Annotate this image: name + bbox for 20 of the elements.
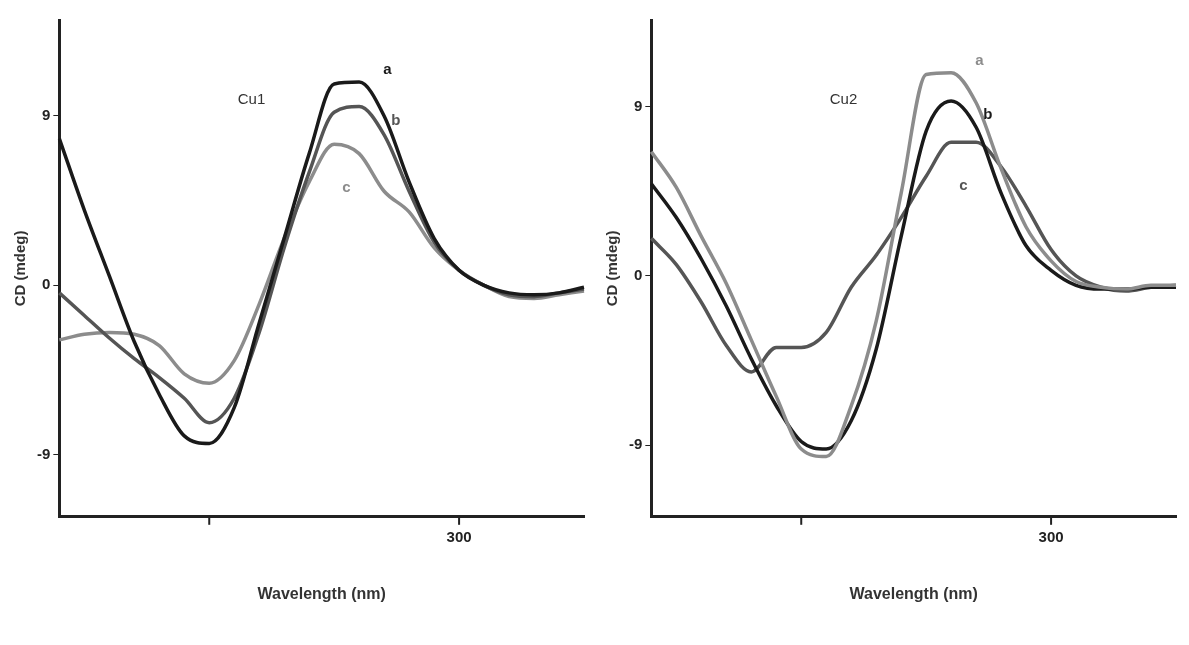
text: 300 — [446, 528, 472, 546]
y-tick-label: 0 — [633, 266, 643, 284]
series-label: c — [342, 178, 351, 196]
y-tick-label: 0 — [41, 275, 51, 293]
y-tick-label: 9 — [633, 96, 643, 114]
x-axis-title: Wavelength (nm) — [849, 584, 978, 602]
y-tick-label: -9 — [36, 444, 51, 462]
series-label: a — [383, 60, 393, 78]
x-axis-title: Wavelength (nm) — [257, 584, 386, 602]
series-label: b — [391, 110, 401, 128]
text: 300 — [1038, 528, 1064, 546]
y-tick-label: -9 — [628, 435, 643, 453]
y-axis-title: CD (mdeg) — [11, 230, 29, 307]
series-label: c — [959, 176, 968, 194]
series-label: b — [983, 105, 993, 123]
annotation: Cu1 — [237, 90, 266, 108]
series-label: a — [975, 50, 985, 68]
y-tick-label: 9 — [41, 106, 51, 124]
annotation: Cu2 — [829, 90, 858, 108]
y-axis-title: CD (mdeg) — [603, 230, 621, 307]
